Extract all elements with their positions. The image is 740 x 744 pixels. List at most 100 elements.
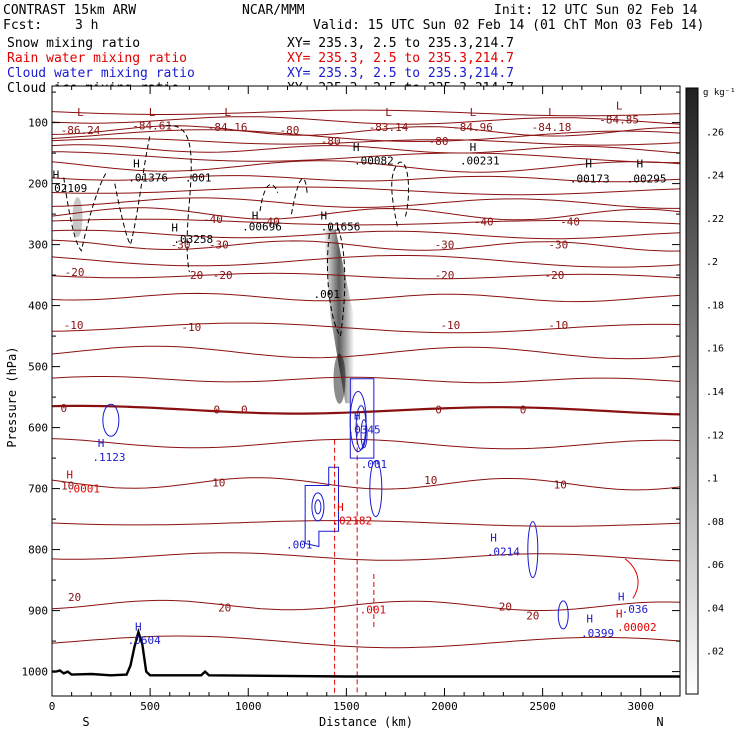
isotherm-label: -80 bbox=[280, 124, 300, 137]
isotherm-label: 10 bbox=[554, 478, 567, 491]
cloud-water-core-3 bbox=[360, 419, 368, 449]
rain-contours bbox=[334, 415, 639, 696]
isotherm-label: -10 bbox=[181, 321, 201, 334]
snow-contour-7 bbox=[391, 161, 410, 227]
extrema-value: .00295 bbox=[627, 173, 667, 186]
isotherm-label: -40 bbox=[203, 213, 223, 226]
high-marker: H bbox=[53, 168, 60, 181]
cloud-water-ne bbox=[557, 600, 569, 630]
low-marker: L bbox=[616, 100, 623, 113]
extrema-labels: L L L L L L L -86.24 -84.61 -84.16 -83.14 -84.96 -84… bbox=[53, 100, 667, 647]
cloud-water-block bbox=[304, 466, 340, 548]
valid-time: Valid: 15 UTC Sun 02 Feb 14 (01 ChT Mon … bbox=[313, 18, 704, 33]
init-time: Init: 12 UTC Sun 02 Feb 14 bbox=[494, 3, 698, 18]
snow-contour-4 bbox=[259, 184, 279, 212]
legend-entry-1: Snow mixing ratio bbox=[7, 36, 140, 51]
high-marker: H bbox=[616, 608, 623, 621]
colorbar-tick-label: .04 bbox=[706, 603, 724, 614]
isotherm-11 bbox=[51, 197, 680, 209]
isotherm-label: -30 bbox=[171, 239, 191, 252]
y-tick-label: 600 bbox=[28, 422, 48, 435]
isotherm-label: 10 bbox=[212, 477, 225, 490]
snow-contour-6 bbox=[326, 226, 346, 338]
low-value: -83.14 bbox=[369, 121, 409, 134]
colorbar-tick-label: .14 bbox=[706, 387, 724, 398]
high-marker: H bbox=[66, 469, 73, 482]
snow-contour-5 bbox=[290, 178, 308, 215]
isotherm-1 bbox=[51, 109, 681, 117]
extrema-value: .0604 bbox=[128, 634, 161, 647]
cloud-ice-shading bbox=[72, 197, 355, 404]
extrema-value: .03258 bbox=[173, 233, 213, 246]
colorbar-tick-label: .06 bbox=[706, 560, 724, 571]
high-marker: H bbox=[618, 591, 625, 604]
extrema-value: .036 bbox=[622, 603, 649, 616]
y-tick-label: 900 bbox=[28, 605, 48, 618]
isotherm-17 bbox=[51, 272, 681, 280]
isotherm-label: -30 bbox=[548, 239, 568, 252]
low-value: -84.18 bbox=[532, 121, 572, 134]
snow-contours bbox=[63, 125, 410, 338]
extrema-value: .001 bbox=[286, 539, 313, 552]
isotherm-label: -40 bbox=[560, 215, 580, 228]
extrema-value: .1123 bbox=[92, 451, 125, 464]
isotherm-27 bbox=[51, 599, 681, 611]
terrain-line bbox=[52, 627, 680, 678]
plot-background bbox=[52, 86, 680, 696]
y-tick-label: 1000 bbox=[22, 666, 49, 679]
isotherm-2 bbox=[51, 116, 681, 125]
isotherm-label: 0 bbox=[520, 403, 527, 416]
extrema-value: .01376 bbox=[128, 172, 168, 185]
isotherm-label: 20 bbox=[68, 591, 81, 604]
colorbar-tick-label: .22 bbox=[706, 214, 724, 225]
colorbar-unit: g kg⁻¹ bbox=[703, 88, 736, 98]
isotherm-label: -40 bbox=[474, 215, 494, 228]
isotherm-label: 20 bbox=[526, 609, 539, 622]
extrema-value: 02109 bbox=[54, 182, 87, 195]
snow-contour-1 bbox=[63, 171, 108, 252]
isotherm-14 bbox=[51, 229, 681, 240]
x-tick-label: 500 bbox=[140, 700, 160, 713]
high-marker: H bbox=[490, 531, 497, 544]
isotherm-label: -20 bbox=[213, 269, 233, 282]
cloud-water-mid-2 bbox=[314, 499, 322, 515]
high-marker: H bbox=[353, 141, 360, 154]
isotherm-13 bbox=[51, 218, 681, 226]
high-marker: H bbox=[636, 157, 643, 170]
high-marker: H bbox=[586, 613, 593, 626]
x-axis-label: Distance (km) bbox=[319, 715, 413, 729]
cloud-water-contours bbox=[102, 378, 569, 630]
isotherm-label: 0 bbox=[435, 403, 442, 416]
colorbar: g kg⁻¹ .02 .04 .06 .08 .1 .12 .14 .16 .18 .2 .22 .24… bbox=[685, 87, 736, 695]
org-label: NCAR/MMM bbox=[242, 3, 305, 18]
extrema-value: .02182 bbox=[332, 514, 372, 527]
low-value: -84.96 bbox=[453, 121, 493, 134]
ice-plume-main bbox=[323, 229, 355, 404]
high-marker: H bbox=[337, 501, 344, 514]
x-tick-label: 3000 bbox=[628, 700, 655, 713]
isotherm-label: -20 bbox=[183, 269, 203, 282]
ice-plume-core bbox=[333, 353, 346, 404]
cloud-water-mid-3 bbox=[369, 460, 383, 518]
colorbar-tick-label: .02 bbox=[706, 647, 724, 658]
isotherm-19 bbox=[51, 322, 681, 334]
y-tick-label: 100 bbox=[28, 117, 48, 130]
high-marker: H bbox=[320, 209, 327, 222]
low-marker: L bbox=[548, 106, 555, 119]
high-marker: H bbox=[98, 437, 105, 450]
high-marker: H bbox=[470, 141, 477, 154]
isotherm-label: -10 bbox=[440, 319, 460, 332]
isotherm-9 bbox=[51, 175, 681, 183]
high-marker: H bbox=[135, 620, 142, 633]
snow-contour-3 bbox=[165, 125, 192, 273]
isotherm-21 bbox=[51, 376, 681, 384]
low-value: -84.85 bbox=[599, 114, 639, 127]
low-value: -84.61 bbox=[132, 120, 172, 133]
colorbar-tick-label: .26 bbox=[706, 127, 724, 138]
isotherm-label: -20 bbox=[65, 266, 85, 279]
colorbar-tick-label: .08 bbox=[706, 517, 724, 528]
isotherm-label: -10 bbox=[64, 319, 84, 332]
x-tick-label: 0 bbox=[49, 700, 56, 713]
legend-xy-1: XY= 235.3, 2.5 to 235.3,214.7 bbox=[287, 36, 514, 51]
